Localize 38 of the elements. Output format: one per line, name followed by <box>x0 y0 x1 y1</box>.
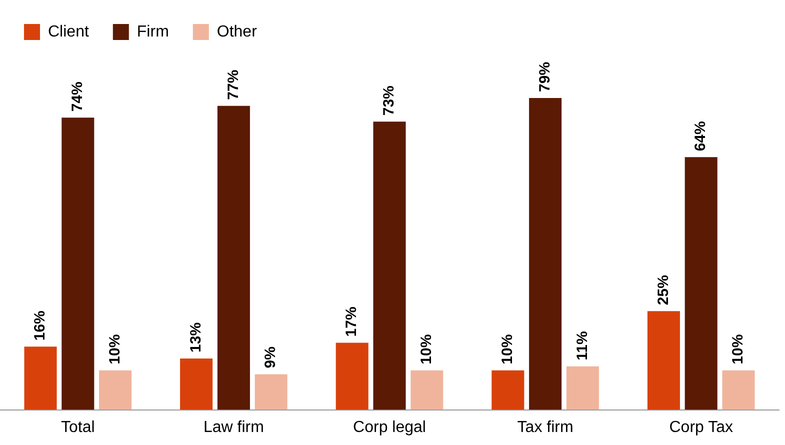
data-label: 17% <box>343 306 360 337</box>
data-label: 10% <box>106 334 124 364</box>
bar <box>684 157 718 410</box>
data-label: 9% <box>262 346 280 368</box>
x-tick-label: Corp Tax <box>669 418 733 436</box>
bar <box>566 366 599 410</box>
bar <box>529 98 562 410</box>
bar <box>24 346 57 410</box>
bar <box>492 370 524 410</box>
data-label: 10% <box>499 334 516 364</box>
x-tick-label: Tax firm <box>517 418 574 436</box>
bar <box>99 370 132 410</box>
bar <box>217 106 250 410</box>
bar <box>647 311 680 410</box>
data-label: 13% <box>187 322 204 352</box>
data-label: 25% <box>654 275 672 306</box>
bar <box>180 358 213 410</box>
x-tick-label: Corp legal <box>353 418 426 436</box>
data-label: 74% <box>69 82 86 112</box>
data-label: 79% <box>536 62 554 92</box>
data-label: 11% <box>574 331 591 360</box>
bar <box>410 370 444 410</box>
bar <box>254 374 288 410</box>
bar <box>373 122 406 410</box>
data-label: 77% <box>224 70 242 100</box>
bar <box>62 118 94 410</box>
data-label: 64% <box>692 121 710 152</box>
data-label: 10% <box>730 334 747 364</box>
data-label: 73% <box>380 86 398 116</box>
x-tick-label: Law firm <box>203 418 264 436</box>
legend-label: Client <box>48 23 90 40</box>
bar <box>722 370 755 410</box>
data-label: 16% <box>32 310 49 341</box>
data-label: 10% <box>418 334 436 364</box>
x-tick-label: Total <box>61 418 95 436</box>
bar <box>336 342 368 410</box>
legend-label: Other <box>216 23 258 40</box>
legend-label: Firm <box>136 23 169 40</box>
